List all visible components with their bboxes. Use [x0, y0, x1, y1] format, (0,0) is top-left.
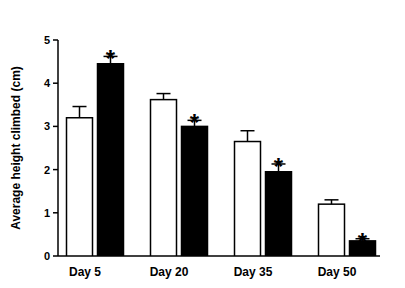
y-tick-label: 1	[44, 207, 50, 219]
bar	[266, 172, 292, 256]
x-tick-label: Day 35	[234, 265, 273, 279]
error-bar-cap	[157, 93, 171, 95]
y-axis-label: Average height climbed (cm)	[9, 66, 23, 230]
error-bar	[241, 131, 255, 142]
y-tick	[53, 255, 58, 257]
bar	[182, 126, 208, 256]
error-bar-cap	[241, 130, 255, 132]
y-tick-label: 2	[44, 164, 50, 176]
y-tick	[53, 169, 58, 171]
error-bar-stem	[163, 94, 165, 100]
y-tick-label: 0	[44, 250, 50, 262]
significance-marker: *	[274, 153, 284, 180]
y-tick	[53, 39, 58, 41]
bar	[235, 142, 261, 256]
y-tick-label: 4	[44, 77, 51, 89]
error-bar-stem	[247, 131, 249, 142]
significance-marker: *	[190, 109, 200, 136]
bar	[151, 100, 177, 256]
y-tick-label: 5	[44, 34, 50, 46]
y-tick	[53, 212, 58, 214]
bar	[98, 64, 124, 256]
bar	[67, 118, 93, 256]
y-tick	[53, 82, 58, 84]
significance-marker: *	[106, 45, 116, 72]
x-tick-label: Day 50	[318, 265, 357, 279]
chart: 0 1 2 3 4 5 Average height climbed (cm) Day 5 Da…	[0, 0, 405, 288]
error-bar-stem	[79, 107, 81, 118]
x-tick-label: Day 20	[150, 265, 189, 279]
error-bar-cap	[73, 106, 87, 108]
marks	[67, 56, 376, 256]
bar	[319, 204, 345, 256]
error-bar	[157, 94, 171, 100]
error-bar	[73, 107, 87, 118]
error-bar-cap	[325, 199, 339, 201]
significance-marker: *	[358, 228, 368, 255]
y-axis-line	[57, 40, 59, 256]
error-bar	[325, 200, 339, 204]
chart-container: 0 1 2 3 4 5 Average height climbed (cm) Day 5 Da…	[0, 0, 405, 288]
x-tick-label: Day 5	[69, 265, 101, 279]
y-tick	[53, 126, 58, 128]
y-tick-label: 3	[44, 120, 50, 132]
